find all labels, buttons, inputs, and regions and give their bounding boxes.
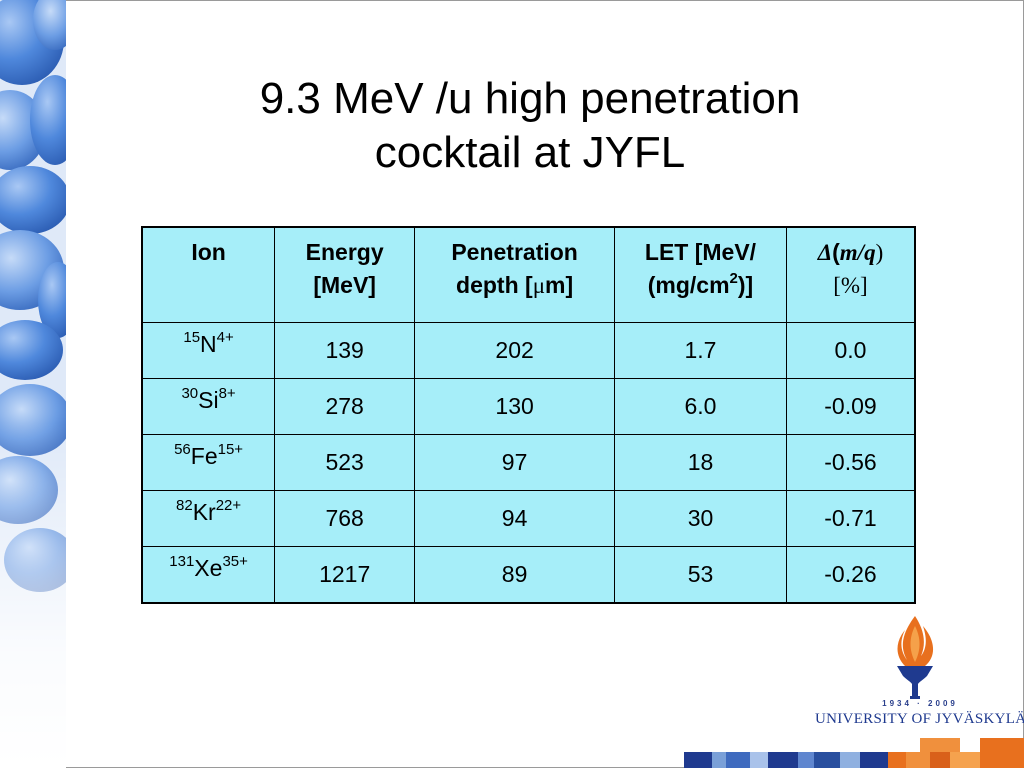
header-penetration: Penetration depth [μm] [414, 226, 616, 323]
ion-mass: 131 [169, 553, 195, 571]
ion-charge: 35+ [222, 553, 248, 571]
ion-symbol: N [200, 331, 217, 357]
ion-mass: 30 [181, 385, 199, 403]
header-let-line2-pre: (mg/cm [647, 272, 730, 298]
penetration-cell: 97 [414, 434, 616, 491]
ion-cell: 82Kr22+ [141, 490, 276, 547]
energy-cell: 1217 [274, 546, 416, 604]
header-dmq-unit: [%] [833, 273, 868, 298]
pebble-decoration [0, 0, 66, 768]
ion-cell: 56Fe15+ [141, 434, 276, 491]
energy-cell: 768 [274, 490, 416, 547]
title-line-2: cocktail at JYFL [374, 128, 686, 177]
header-ion: Ion [141, 226, 276, 323]
header-energy: Energy [MeV] [274, 226, 416, 323]
ion-symbol: Kr [192, 499, 216, 525]
table-row: 131Xe35+ 1217 89 53 -0.26 [141, 546, 916, 604]
ion-symbol: Si [198, 387, 219, 413]
slide-title: 9.3 MeV /u high penetration cocktail at … [150, 72, 910, 180]
ion-mass: 82 [176, 497, 193, 515]
ion-mass: 56 [174, 441, 191, 459]
header-dmq-delta: Δ [817, 240, 833, 265]
logo-years: 1934 · 2009 [882, 699, 958, 708]
delta-mq-cell: -0.56 [785, 434, 916, 491]
ion-charge: 22+ [215, 497, 242, 515]
delta-mq-cell: -0.71 [785, 490, 916, 547]
let-cell: 6.0 [614, 378, 787, 435]
let-cell: 1.7 [614, 322, 787, 379]
delta-mq-cell: -0.26 [785, 546, 916, 604]
university-logo [815, 612, 1015, 732]
header-pen-line2-post: m] [545, 272, 574, 298]
penetration-cell: 202 [414, 322, 616, 379]
header-let-line2-post: )] [737, 272, 754, 298]
penetration-cell: 94 [414, 490, 616, 547]
ion-cell: 131Xe35+ [141, 546, 276, 604]
table-row: 82Kr22+ 768 94 30 -0.71 [141, 490, 916, 547]
penetration-cell: 89 [414, 546, 616, 604]
bottom-color-bar [684, 738, 1024, 768]
logo-university-name: UNIVERSITY OF JYVÄSKYLÄ [815, 711, 1024, 727]
header-dmq-mq: m/q [839, 240, 876, 265]
table-header-row: Ion Energy [MeV] Penetration depth [μm] … [141, 226, 916, 323]
let-cell: 53 [614, 546, 787, 604]
ion-symbol: Xe [194, 555, 223, 581]
ion-mass: 15 [183, 329, 201, 347]
header-pen-mu: μ [532, 273, 546, 298]
penetration-cell: 130 [414, 378, 616, 435]
header-dmq-paren: ( [832, 239, 840, 265]
ion-charge: 4+ [216, 329, 234, 347]
header-energy-line2: [MeV] [313, 272, 376, 298]
ion-charge: 15+ [217, 441, 244, 459]
header-pen-line2-pre: depth [ [456, 272, 533, 298]
header-ion-label: Ion [191, 239, 226, 265]
header-let-line1: LET [MeV/ [644, 239, 757, 265]
table-row: 15N4+ 139 202 1.7 0.0 [141, 322, 916, 379]
ion-cell: 30Si8+ [141, 378, 276, 435]
table-row: 30Si8+ 278 130 6.0 -0.09 [141, 378, 916, 435]
energy-cell: 278 [274, 378, 416, 435]
delta-mq-cell: -0.09 [785, 378, 916, 435]
energy-cell: 139 [274, 322, 416, 379]
let-cell: 30 [614, 490, 787, 547]
header-pen-line1: Penetration [451, 239, 578, 265]
energy-cell: 523 [274, 434, 416, 491]
let-cell: 18 [614, 434, 787, 491]
ion-charge: 8+ [218, 385, 236, 403]
header-energy-line1: Energy [305, 239, 384, 265]
header-dmq-close: ) [875, 240, 884, 265]
header-delta-mq: Δ(m/q) [%] [785, 226, 916, 323]
table-row: 56Fe15+ 523 97 18 -0.56 [141, 434, 916, 491]
torch-flame-icon [897, 616, 934, 699]
ion-symbol: Fe [190, 443, 218, 469]
ion-cocktail-table: Ion Energy [MeV] Penetration depth [μm] … [141, 226, 916, 604]
title-line-1: 9.3 MeV /u high penetration [259, 74, 801, 123]
ion-cell: 15N4+ [141, 322, 276, 379]
header-let: LET [MeV/ (mg/cm2)] [614, 226, 787, 323]
delta-mq-cell: 0.0 [785, 322, 916, 379]
header-let-sup: 2 [729, 270, 738, 288]
